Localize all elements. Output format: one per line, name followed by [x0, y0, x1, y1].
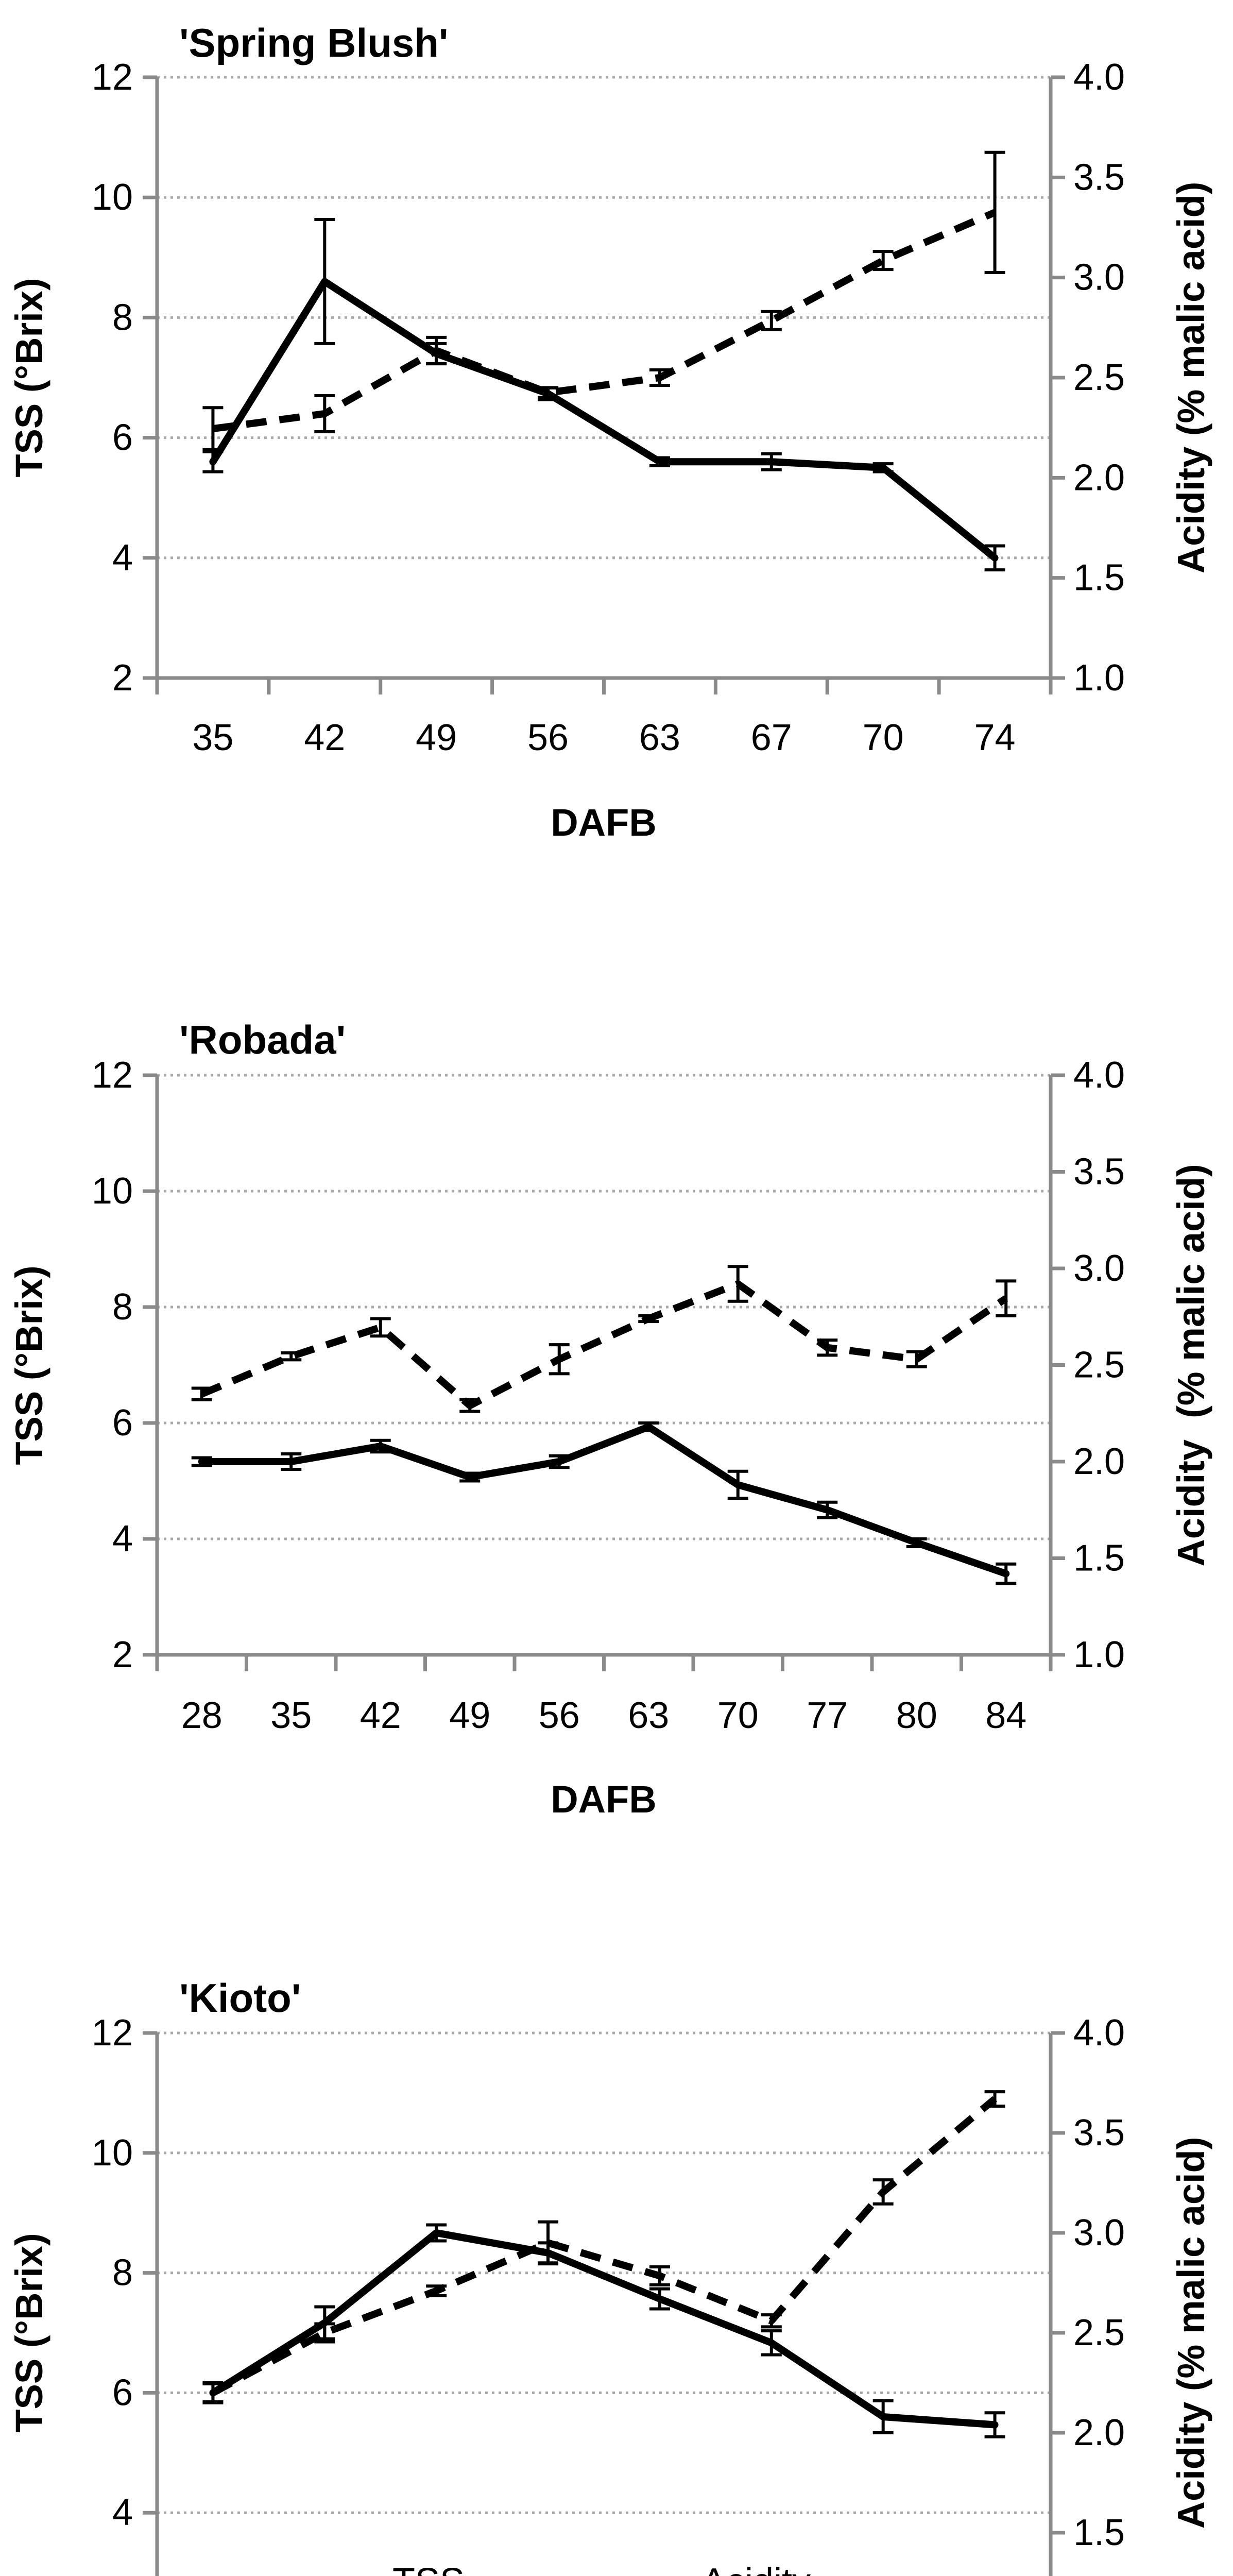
right-tick-label: 4.0	[1073, 1055, 1125, 1096]
x-tick-label: 84	[985, 1695, 1026, 1736]
left-tick-label: 4	[112, 1518, 133, 1560]
left-tick-label: 8	[112, 297, 133, 338]
plot-dynamic-layer: 246810121.01.52.02.53.03.54.042495663707…	[92, 2012, 1125, 2576]
series-acidity	[209, 2229, 999, 2429]
x-tick-label: 74	[974, 717, 1016, 758]
x-tick-label: 63	[628, 1695, 669, 1736]
right-tick-label: 2.0	[1073, 1441, 1125, 1482]
tick-labels: 2 4 6 8 10 12 1.0 1.5 2.0 2.5 3.0 3.5 4.0 28 35 42 49 56 6…	[92, 1055, 1125, 1736]
legend: TSS Acidity	[392, 2561, 811, 2576]
chart-title: 'Spring Blush'	[179, 20, 448, 65]
left-tick-label: 8	[112, 2252, 133, 2294]
right-axis-title: Acidity (% malic acid)	[1170, 2137, 1212, 2529]
left-axis-title: TSS (°Brix)	[8, 2233, 50, 2432]
right-tick-label: 3.5	[1073, 157, 1125, 198]
right-tick-label: 2.5	[1073, 2312, 1125, 2353]
left-tick-label: 10	[92, 2132, 133, 2174]
left-axis-title: TSS (°Brix)	[8, 278, 50, 477]
right-tick-label: 3.0	[1073, 2212, 1125, 2253]
error-bars-tss	[191, 1265, 1017, 1413]
x-tick-label: 42	[360, 1695, 401, 1736]
x-tick-label: 28	[181, 1695, 222, 1736]
left-tick-label: 2	[112, 1634, 133, 1675]
error-bars-tss	[202, 2090, 1005, 2403]
x-tick-label: 35	[270, 1695, 312, 1736]
chart-title: 'Kioto'	[179, 1975, 301, 2021]
right-axis-title: Acidity (% malic acid)	[1170, 182, 1212, 574]
left-tick-label: 6	[112, 1402, 133, 1444]
right-tick-label: 1.5	[1073, 2512, 1125, 2553]
x-tick-label: 70	[717, 1695, 759, 1736]
series-acidity	[209, 278, 999, 562]
right-tick-label: 3.0	[1073, 1248, 1125, 1289]
chart-robada-canvas: 2 4 6 8 10 12 1.0 1.5 2.0 2.5 3.0 3.5 4.0 28 35 42 49 56 6…	[8, 1017, 1212, 1821]
chart-title: 'Robada'	[179, 1017, 346, 1062]
left-tick-label: 12	[92, 2012, 133, 2054]
left-tick-label: 10	[92, 1171, 133, 1212]
left-tick-label: 2	[112, 657, 133, 699]
chart-spring-blush-canvas: 2 4 6 8 10 12 1.0 1.5 2.0 2.5 3.0 3.5 4.0 35 42 49 56 63 6…	[8, 20, 1212, 844]
left-tick-label: 8	[112, 1286, 133, 1328]
x-tick-label: 56	[539, 1695, 580, 1736]
right-tick-label: 1.0	[1073, 657, 1125, 699]
gridlines	[157, 76, 1051, 560]
left-tick-label: 6	[112, 2372, 133, 2413]
x-tick-label: 42	[304, 717, 345, 758]
left-tick-label: 6	[112, 417, 133, 459]
x-tick-label: 49	[416, 717, 457, 758]
tick-labels: 2 4 6 8 10 12 1.0 1.5 2.0 2.5 3.0 3.5 4.0 35 42 49 56 63 6…	[92, 57, 1125, 758]
axes	[143, 75, 1065, 694]
x-tick-label: 70	[863, 717, 904, 758]
left-tick-label: 4	[112, 537, 133, 579]
x-tick-label: 80	[896, 1695, 937, 1736]
x-tick-label: 77	[807, 1695, 848, 1736]
right-tick-label: 1.5	[1073, 1538, 1125, 1579]
chart-robada: 2 4 6 8 10 12 1.0 1.5 2.0 2.5 3.0 3.5 4.0 28 35 42 49 56 6…	[0, 927, 1233, 1855]
series-tss	[211, 2096, 998, 2396]
x-tick-label: 63	[639, 717, 680, 758]
error-bars-tss	[202, 150, 1005, 451]
left-tick-label: 4	[112, 2492, 133, 2533]
plot-dynamic-layer: 2 4 6 8 10 12 1.0 1.5 2.0 2.5 3.0 3.5 4.0 35 42 49 56 63 6…	[92, 57, 1125, 758]
right-tick-label: 4.0	[1073, 2012, 1125, 2054]
series-tss	[212, 209, 997, 433]
legend-label-tss: TSS	[392, 2561, 465, 2576]
right-tick-label: 3.5	[1073, 2112, 1125, 2154]
right-axis-title: Acidity (% malic acid)	[1170, 1164, 1212, 1566]
right-tick-label: 2.5	[1073, 1345, 1125, 1386]
gridlines	[157, 2031, 1051, 2514]
right-tick-label: 4.0	[1073, 57, 1125, 98]
right-tick-label: 3.0	[1073, 257, 1125, 298]
left-tick-label: 10	[92, 177, 133, 218]
axes	[143, 1073, 1065, 1671]
chart-kioto-canvas: 246810121.01.52.02.53.03.54.042495663707…	[8, 1975, 1212, 2576]
x-tick-label: 49	[449, 1695, 490, 1736]
tick-labels: 246810121.01.52.02.53.03.54.042495663707…	[92, 2012, 1125, 2553]
right-tick-label: 2.0	[1073, 2412, 1125, 2453]
right-tick-label: 3.5	[1073, 1151, 1125, 1193]
series-acidity	[198, 1423, 1010, 1578]
plot-dynamic-layer: 2 4 6 8 10 12 1.0 1.5 2.0 2.5 3.0 3.5 4.0 28 35 42 49 56 6…	[92, 1055, 1125, 1736]
x-tick-label: 35	[192, 717, 233, 758]
left-tick-label: 12	[92, 57, 133, 98]
chart-spring-blush: 2 4 6 8 10 12 1.0 1.5 2.0 2.5 3.0 3.5 4.0 35 42 49 56 63 6…	[0, 0, 1233, 927]
legend-label-acidity: Acidity	[701, 2561, 811, 2576]
right-tick-label: 1.0	[1073, 1634, 1125, 1675]
x-tick-label: 56	[527, 717, 569, 758]
x-tick-label: 67	[751, 717, 792, 758]
series-tss	[200, 1280, 1008, 1410]
right-tick-label: 1.5	[1073, 557, 1125, 599]
x-axis-title: DAFB	[551, 801, 657, 844]
x-axis-title: DAFB	[551, 1778, 657, 1821]
right-tick-label: 2.5	[1073, 357, 1125, 398]
left-axis-title: TSS (°Brix)	[8, 1265, 50, 1465]
left-tick-label: 12	[92, 1055, 133, 1096]
error-bars-acidity	[202, 2223, 1005, 2438]
axes	[143, 2031, 1065, 2576]
chart-kioto: 246810121.01.52.02.53.03.54.042495663707…	[0, 1855, 1233, 2576]
right-tick-label: 2.0	[1073, 457, 1125, 498]
